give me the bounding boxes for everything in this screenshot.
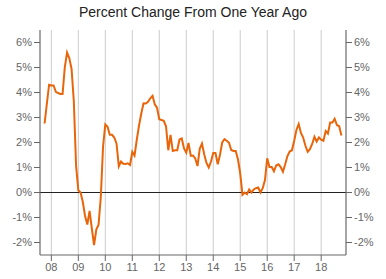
svg-text:12: 12 [153, 261, 165, 273]
svg-text:2%: 2% [16, 136, 32, 148]
svg-text:4%: 4% [354, 86, 370, 98]
svg-text:6%: 6% [354, 36, 370, 48]
svg-text:14: 14 [207, 261, 219, 273]
svg-text:0%: 0% [16, 186, 32, 198]
svg-text:5%: 5% [354, 61, 370, 73]
svg-text:-1%: -1% [12, 211, 32, 223]
svg-text:10: 10 [99, 261, 111, 273]
svg-text:5%: 5% [16, 61, 32, 73]
svg-text:-2%: -2% [354, 236, 374, 248]
svg-text:08: 08 [45, 261, 57, 273]
svg-text:0%: 0% [354, 186, 370, 198]
html-text:Percent Change From One Year A: Percent Change From One Year Ago [79, 4, 307, 20]
svg-text:3%: 3% [16, 111, 32, 123]
svg-text:13: 13 [180, 261, 192, 273]
svg-text:11: 11 [127, 261, 138, 273]
svg-text:09: 09 [72, 261, 84, 273]
svg-text:16: 16 [261, 261, 273, 273]
svg-text:18: 18 [315, 261, 327, 273]
svg-text:1%: 1% [354, 161, 370, 173]
svg-text:-2%: -2% [12, 236, 32, 248]
svg-text:6%: 6% [16, 36, 32, 48]
svg-text:3%: 3% [354, 111, 370, 123]
svg-text:-1%: -1% [354, 211, 374, 223]
svg-text:4%: 4% [16, 86, 32, 98]
svg-text:2%: 2% [354, 136, 370, 148]
svg-text:15: 15 [234, 261, 246, 273]
svg-text:17: 17 [288, 261, 300, 273]
svg-text:1%: 1% [16, 161, 32, 173]
